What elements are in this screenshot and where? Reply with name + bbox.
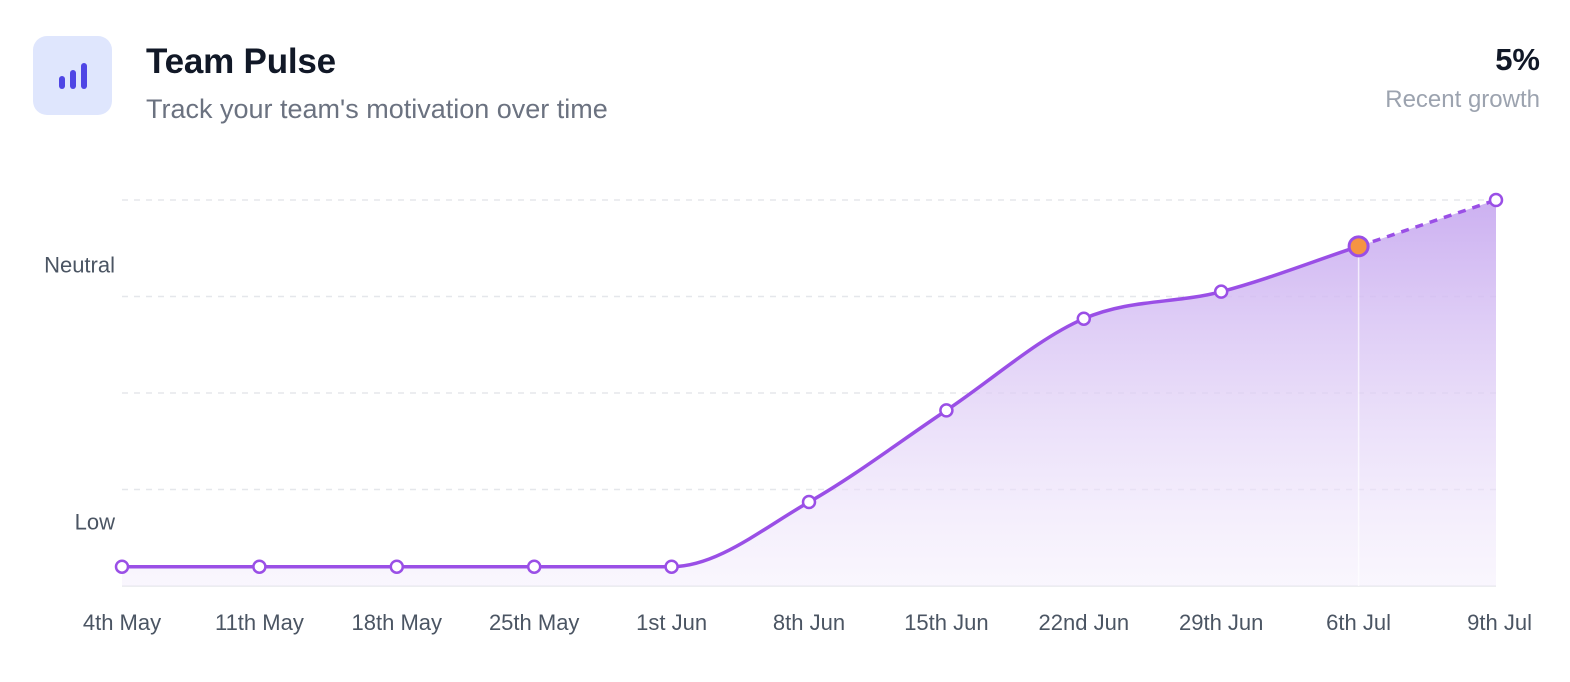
highlight-point[interactable] — [1347, 235, 1370, 258]
x-tick-label-5: 8th Jun — [773, 610, 845, 635]
projected-line — [1358, 198, 1497, 248]
chart-title: Team Pulse — [146, 42, 336, 81]
data-point-3[interactable] — [526, 559, 542, 574]
x-tick-label-1: 11th May — [215, 610, 304, 635]
data-point-2[interactable] — [389, 559, 405, 574]
x-tick-label-3: 25th May — [489, 610, 580, 635]
card-header: Team Pulse Track your team's motivation … — [0, 0, 1570, 150]
data-point-0[interactable] — [114, 559, 130, 574]
x-tick-label-0: 4th May — [83, 610, 161, 635]
x-tick-label-7: 22nd Jun — [1039, 610, 1130, 635]
series-line — [120, 244, 1361, 569]
data-point-6[interactable] — [939, 403, 954, 418]
header-icon-box — [33, 36, 112, 115]
area-fill — [122, 200, 1496, 586]
growth-value: 5% — [1495, 42, 1540, 77]
x-tick-labels: 4th May 11th May 18th May 25th May 1st Jun 8t… — [83, 610, 1532, 635]
line-layer — [120, 198, 1497, 569]
data-point-10[interactable] — [1488, 192, 1504, 208]
x-tick-label-8: 29th Jun — [1179, 610, 1263, 635]
data-point-5[interactable] — [801, 494, 817, 510]
area-layer — [122, 200, 1496, 586]
point-layer — [114, 192, 1504, 574]
data-point-1[interactable] — [252, 559, 267, 574]
data-point-8[interactable] — [1213, 284, 1229, 299]
x-tick-label-2: 18th May — [352, 610, 443, 635]
bar-chart-icon — [58, 62, 87, 89]
x-tick-label-10: 9th Jul — [1467, 610, 1532, 635]
x-tick-label-9: 6th Jul — [1326, 610, 1391, 635]
chart-subtitle: Track your team's motivation over time — [146, 94, 608, 124]
growth-stat: 5% Recent growth — [1385, 42, 1540, 114]
data-point-4[interactable] — [664, 559, 679, 574]
y-tick-label-1: Neutral — [44, 253, 115, 278]
y-tick-labels: Low Neutral — [44, 253, 115, 535]
growth-label: Recent growth — [1385, 86, 1540, 113]
x-tick-label-6: 15th Jun — [904, 610, 988, 635]
x-tick-label-4: 1st Jun — [636, 610, 707, 635]
y-tick-label-0: Low — [75, 509, 115, 534]
data-point-7[interactable] — [1076, 311, 1092, 326]
